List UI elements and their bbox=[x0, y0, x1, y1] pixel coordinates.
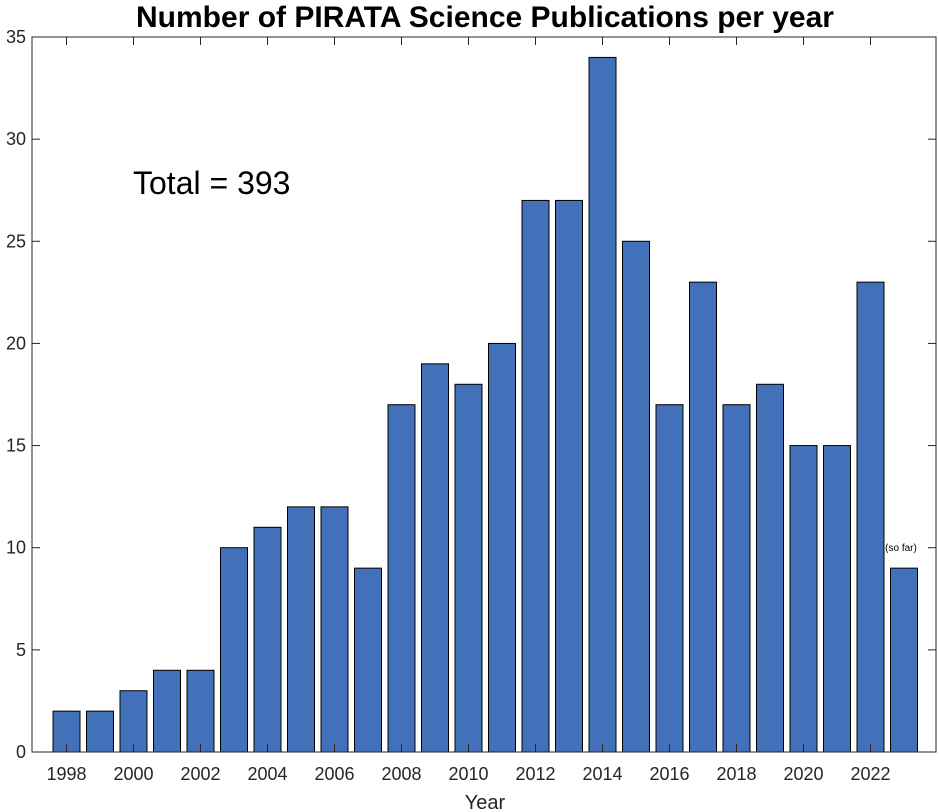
plot-frame bbox=[31, 36, 937, 753]
bar-2006 bbox=[320, 506, 349, 753]
x-tick-label-2002: 2002 bbox=[180, 764, 220, 784]
x-tick-label-2010: 2010 bbox=[448, 764, 488, 784]
y-tick-label-35: 35 bbox=[6, 27, 26, 47]
chart-title: Number of PIRATA Science Publications pe… bbox=[136, 1, 834, 34]
bar-2011 bbox=[488, 342, 516, 753]
bars-group bbox=[52, 56, 918, 753]
bar-2016 bbox=[655, 404, 684, 753]
bar-2010 bbox=[454, 383, 483, 753]
bar-2001 bbox=[153, 669, 181, 753]
y-tick-label-10: 10 bbox=[6, 538, 26, 558]
x-tick-label-2008: 2008 bbox=[381, 764, 421, 784]
y-tick-label-25: 25 bbox=[6, 231, 26, 251]
x-tick-label-2020: 2020 bbox=[783, 764, 823, 784]
x-tick-label-2016: 2016 bbox=[649, 764, 689, 784]
bar-2015 bbox=[622, 240, 650, 753]
bar-2022 bbox=[856, 281, 885, 753]
x-tick-label-2006: 2006 bbox=[314, 764, 354, 784]
x-tick-label-2014: 2014 bbox=[582, 764, 622, 784]
y-tick-label-0: 0 bbox=[16, 742, 26, 762]
bar-2021 bbox=[823, 445, 851, 753]
bar-2014 bbox=[588, 56, 617, 753]
x-tick-label-1998: 1998 bbox=[46, 764, 86, 784]
bar-2017 bbox=[689, 281, 717, 753]
x-tick-label-2012: 2012 bbox=[515, 764, 555, 784]
bar-2023 bbox=[890, 567, 918, 753]
bar-2020 bbox=[789, 445, 818, 753]
bar-2009 bbox=[421, 363, 449, 753]
y-tick-label-5: 5 bbox=[16, 640, 26, 660]
bar-2018 bbox=[722, 404, 751, 753]
bar-2002 bbox=[186, 669, 215, 753]
bar-2008 bbox=[387, 404, 416, 753]
bar-2005 bbox=[287, 506, 315, 753]
so-far-note: (so far) bbox=[885, 543, 917, 554]
bar-1999 bbox=[86, 710, 114, 753]
x-axis-label: Year bbox=[465, 792, 506, 812]
y-tick-label-30: 30 bbox=[6, 129, 26, 149]
y-tick-label-15: 15 bbox=[6, 436, 26, 456]
bar-2003 bbox=[220, 547, 248, 753]
bar-2000 bbox=[119, 690, 148, 753]
bar-2013 bbox=[555, 199, 583, 753]
bar-2019 bbox=[756, 383, 784, 753]
bar-2004 bbox=[253, 526, 282, 753]
x-tick-label-2004: 2004 bbox=[247, 764, 287, 784]
total-annotation: Total = 393 bbox=[133, 165, 290, 201]
x-tick-label-2000: 2000 bbox=[113, 764, 153, 784]
x-tick-label-2018: 2018 bbox=[716, 764, 756, 784]
bar-2012 bbox=[521, 199, 550, 753]
x-tick-label-2022: 2022 bbox=[850, 764, 890, 784]
y-tick-label-20: 20 bbox=[6, 333, 26, 353]
bar-2007 bbox=[354, 567, 382, 753]
axes-group: 0 5 10 15 20 25 30 35 1998 2000 2002 2004 2006 2008 20… bbox=[6, 27, 937, 784]
